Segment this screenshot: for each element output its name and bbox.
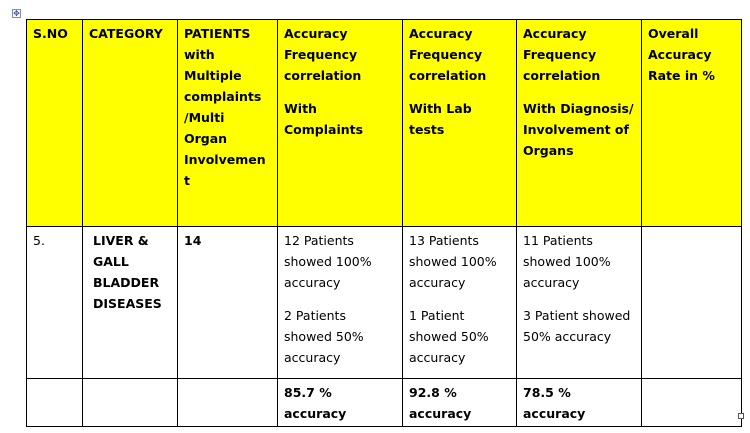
header-accuracy-lab: Accuracy Frequency correlation With Lab … [402,19,517,227]
header-sno: S.NO [26,19,83,227]
table-move-handle[interactable]: ✥ [12,9,21,18]
cell-diagnosis: 11 Patients showed 100% accuracy 3 Patie… [516,226,642,379]
cell-sno: 5. [26,226,83,379]
cell-complaints: 12 Patients showed 100% accuracy 2 Patie… [277,226,403,379]
total-category [82,378,178,427]
total-overall [641,378,742,427]
total-diagnosis: 78.5 % accuracy [516,378,642,427]
cell-lab: 13 Patients showed 100% accuracy 1 Patie… [402,226,517,379]
accuracy-table: S.NO CATEGORY PATIENTS with Multiple com… [26,19,742,427]
cell-category: LIVER & GALL BLADDER DISEASES [82,226,178,379]
total-patients [177,378,278,427]
header-accuracy-complaints: Accuracy Frequency correlation With Comp… [277,19,403,227]
header-accuracy-diagnosis: Accuracy Frequency correlation With Diag… [516,19,642,227]
header-category: CATEGORY [82,19,178,227]
header-row: S.NO CATEGORY PATIENTS with Multiple com… [26,19,742,227]
totals-row: 85.7 % accuracy 92.8 % accuracy 78.5 % a… [26,378,742,427]
total-complaints: 85.7 % accuracy [277,378,403,427]
cell-overall [641,226,742,379]
table-row: 5. LIVER & GALL BLADDER DISEASES 14 12 P… [26,226,742,379]
header-overall: Overall Accuracy Rate in % [641,19,742,227]
cell-patients: 14 [177,226,278,379]
header-patients: PATIENTS with Multiple complaints /Multi… [177,19,278,227]
total-lab: 92.8 % accuracy [402,378,517,427]
table-resize-handle[interactable] [738,413,744,419]
total-sno [26,378,83,427]
